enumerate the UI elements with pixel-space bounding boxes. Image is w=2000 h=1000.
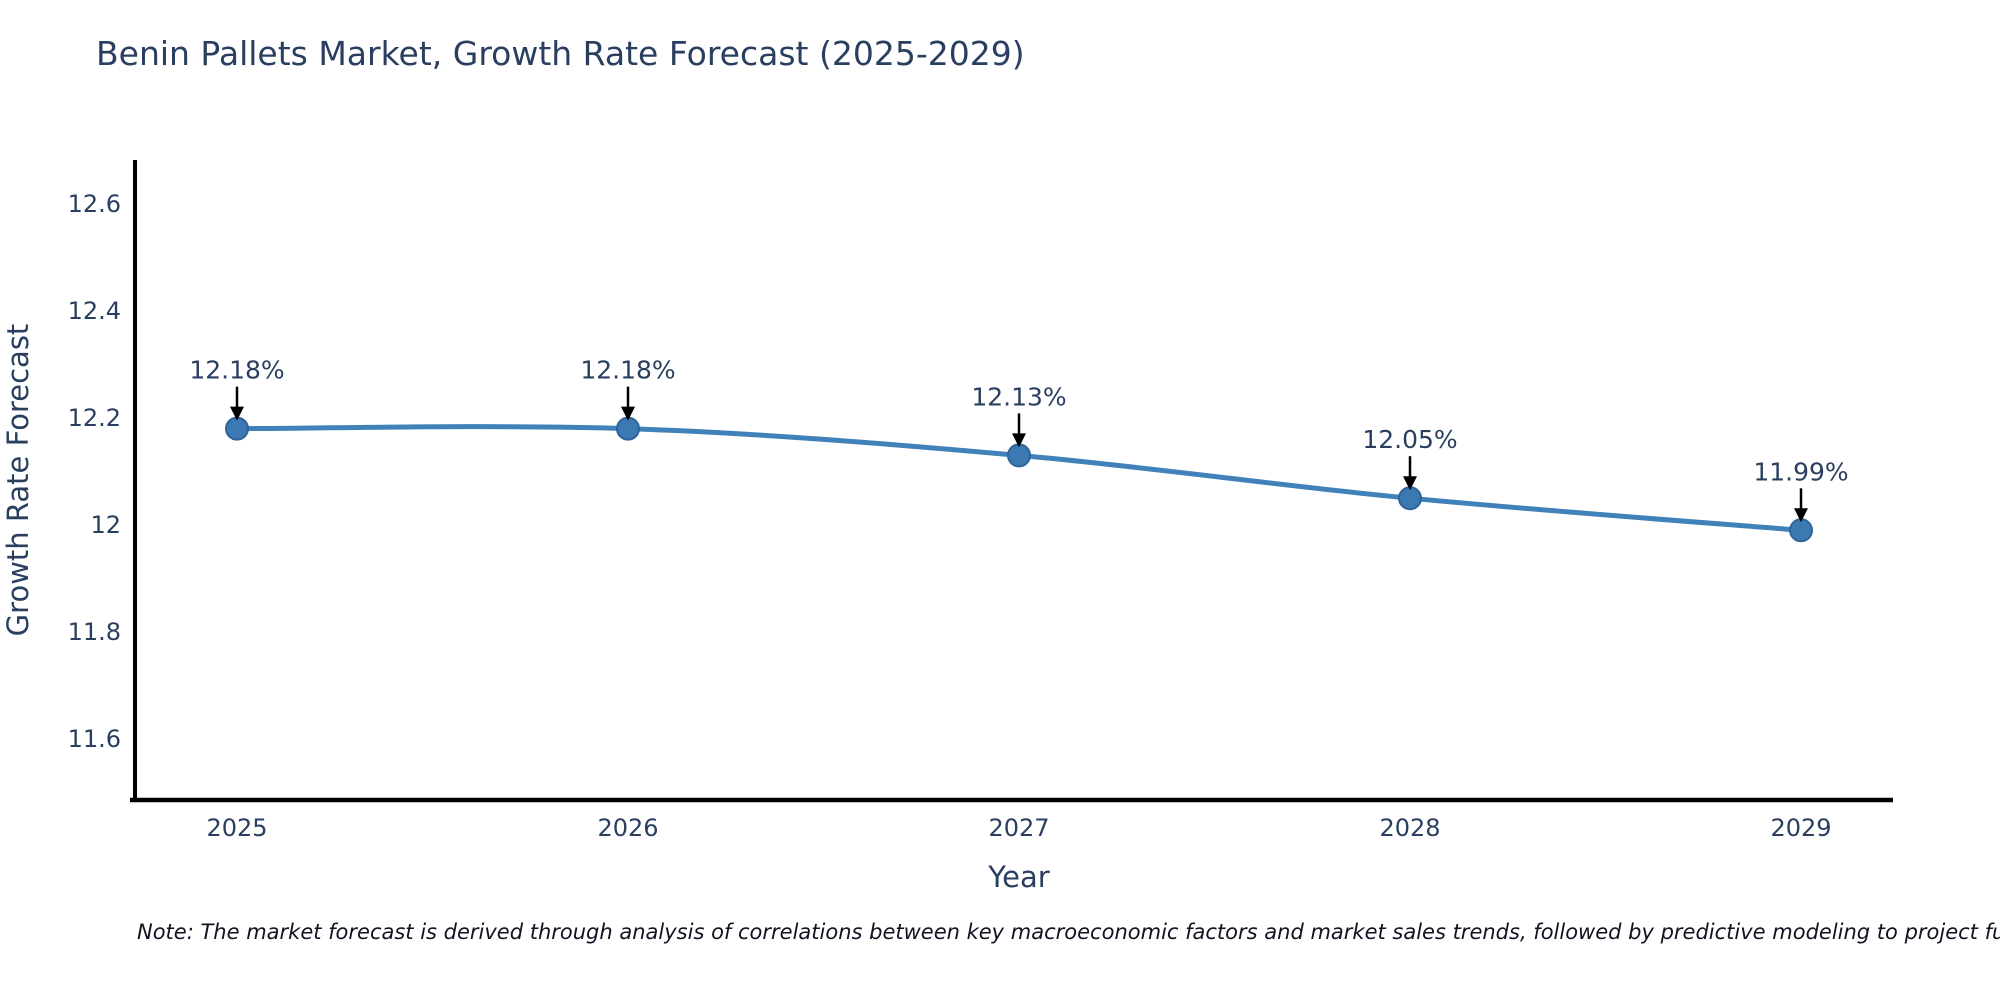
note-text: Note: The market forecast is derived thr…	[137, 920, 2000, 944]
x-tick-label: 2027	[988, 814, 1049, 842]
point-label: 12.18%	[189, 356, 284, 385]
y-tick-label: 12.2	[68, 404, 121, 432]
y-tick-label: 12	[90, 511, 121, 539]
data-point[interactable]	[1789, 518, 1813, 543]
annotation-arrow-head	[621, 406, 635, 421]
y-axis-title: Growth Rate Forecast	[1, 324, 35, 637]
data-point[interactable]	[1398, 486, 1422, 511]
x-axis-title: Year	[987, 860, 1049, 894]
x-tick-label: 2028	[1379, 814, 1440, 842]
annotation-arrow-head	[1794, 508, 1808, 523]
x-tick-label: 2029	[1770, 814, 1831, 842]
chart-title: Benin Pallets Market, Growth Rate Foreca…	[96, 34, 1025, 73]
y-tick-label: 11.8	[68, 618, 121, 646]
x-tick-label: 2025	[206, 814, 267, 842]
data-point[interactable]	[1007, 443, 1031, 468]
point-label: 11.99%	[1753, 457, 1848, 486]
point-label: 12.18%	[580, 356, 675, 385]
annotation-arrow-head	[1012, 433, 1026, 448]
annotation-arrow-head	[230, 406, 244, 421]
y-tick-label: 11.6	[68, 725, 121, 753]
x-tick-label: 2026	[597, 814, 658, 842]
data-point[interactable]	[225, 416, 249, 441]
point-label: 12.05%	[1362, 425, 1457, 454]
y-tick-label: 12.6	[68, 190, 121, 218]
point-label: 12.13%	[971, 382, 1066, 411]
y-tick-label: 12.4	[68, 297, 121, 325]
annotation-arrow-head	[1403, 476, 1417, 491]
data-point[interactable]	[616, 416, 640, 441]
